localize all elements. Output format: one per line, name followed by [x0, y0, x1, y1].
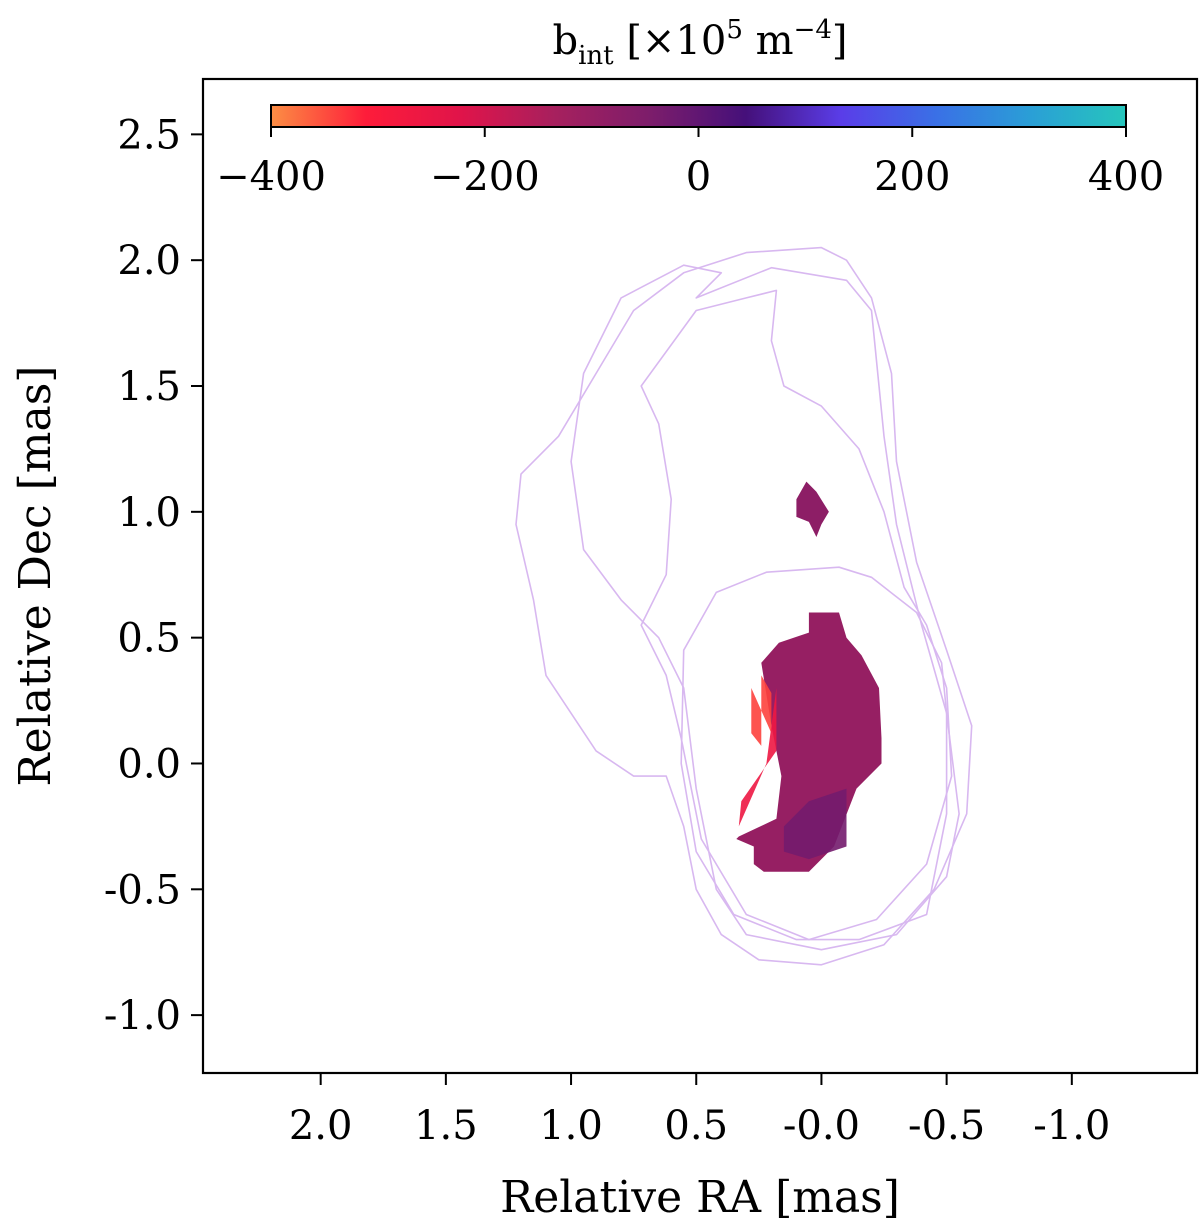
x-tick-label: -1.0 — [1033, 1103, 1110, 1149]
y-axis: 2.5 2.0 1.5 1.0 0.5 0.0 -0.5 -1.0 — [104, 112, 203, 1039]
y-tick-label: 1.0 — [117, 490, 181, 536]
colorbar — [270, 104, 1127, 128]
y-tick-label: 1.5 — [117, 364, 181, 410]
contour-layer — [515, 246, 973, 966]
heatmap-band — [783, 788, 847, 860]
colorbar-title-unit-exp: −4 — [794, 15, 832, 45]
heatmap-layer — [736, 481, 882, 872]
contour-line — [680, 566, 948, 941]
colorbar-ticks: −400 −200 0 200 400 — [216, 127, 1164, 200]
contour-line — [515, 246, 973, 966]
x-tick-label: 1.5 — [414, 1103, 478, 1149]
x-tick-label: -0.0 — [783, 1103, 860, 1149]
colorbar-tick-label: 0 — [686, 154, 711, 200]
colorbar-title-sub: int — [578, 41, 614, 71]
colorbar-title-prefix: [×10 — [626, 18, 726, 64]
heatmap-region — [796, 481, 829, 537]
x-axis: 2.0 1.5 1.0 0.5 -0.0 -0.5 -1.0 — [289, 1073, 1110, 1149]
colorbar-title-base: b — [552, 18, 578, 64]
x-tick-label: 0.5 — [664, 1103, 728, 1149]
colorbar-title-unit: m — [743, 18, 794, 64]
y-tick-label: 2.0 — [117, 238, 181, 284]
x-tick-label: 1.0 — [539, 1103, 603, 1149]
y-axis-title: Relative Dec [mas] — [10, 366, 61, 787]
contour-line — [570, 264, 960, 951]
y-tick-label: -1.0 — [104, 993, 181, 1039]
colorbar-tick-label: −200 — [430, 154, 540, 200]
colorbar-title-close: ] — [832, 18, 848, 64]
colorbar-title: bint [×105 m−4] — [552, 15, 847, 71]
x-tick-label: 2.0 — [289, 1103, 353, 1149]
x-tick-label: -0.5 — [908, 1103, 985, 1149]
y-tick-label: 0.0 — [117, 741, 181, 787]
colorbar-tick-label: 200 — [874, 154, 950, 200]
colorbar-tick-label: 400 — [1088, 154, 1164, 200]
plot-frame — [201, 77, 1199, 1075]
heatmap-band — [738, 688, 777, 827]
colorbar-title-exp: 5 — [726, 15, 743, 45]
y-tick-label: 2.5 — [117, 112, 181, 158]
x-axis-title: Relative RA [mas] — [500, 1172, 900, 1223]
plot-background — [203, 79, 1197, 1073]
y-tick-label: -0.5 — [104, 867, 181, 913]
colorbar-tick-label: −400 — [216, 154, 326, 200]
heatmap-band — [751, 675, 772, 746]
y-tick-label: 0.5 — [117, 616, 181, 662]
